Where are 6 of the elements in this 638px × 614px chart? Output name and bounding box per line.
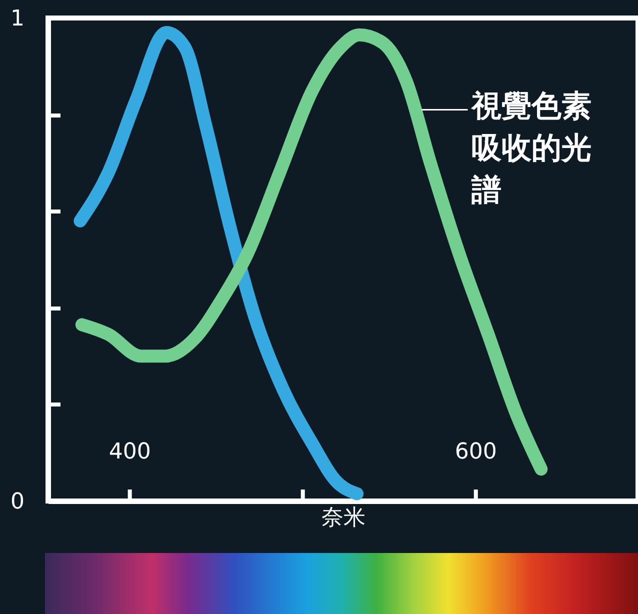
x-axis-title: 奈米 <box>322 506 366 530</box>
x-tick-label: 400 <box>108 440 151 464</box>
x-tick-label: 600 <box>454 440 497 464</box>
annotation: 視覺色素吸收的光譜 <box>470 88 592 208</box>
y-tick-label: 0 <box>10 490 24 514</box>
y-tick-label: 1 <box>10 6 24 32</box>
